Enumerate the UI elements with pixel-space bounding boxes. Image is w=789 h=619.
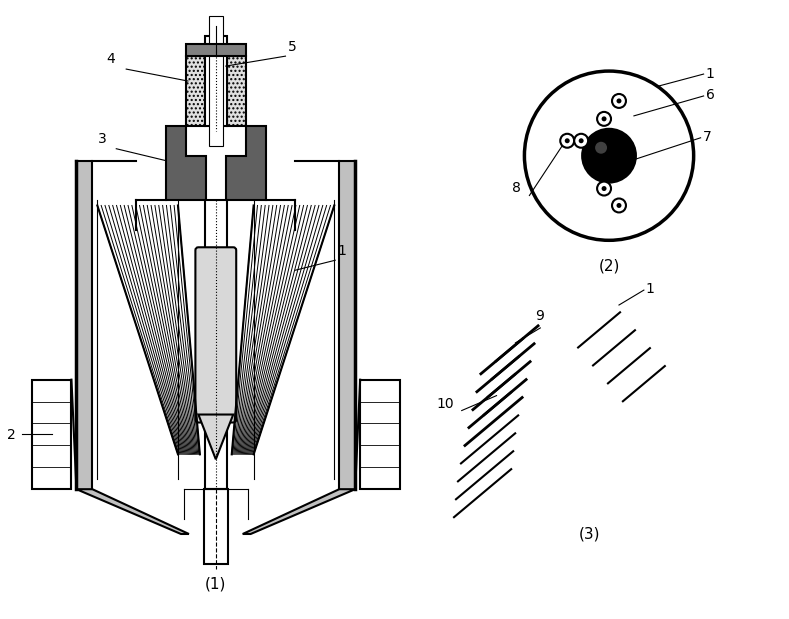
Text: 5: 5 xyxy=(287,40,296,54)
FancyBboxPatch shape xyxy=(196,247,236,423)
Text: 2: 2 xyxy=(7,428,16,443)
Bar xyxy=(204,489,228,564)
Circle shape xyxy=(595,142,607,154)
Text: 7: 7 xyxy=(703,130,712,144)
Polygon shape xyxy=(166,126,206,201)
Text: 9: 9 xyxy=(536,309,544,323)
Bar xyxy=(205,37,226,126)
Text: 1: 1 xyxy=(646,282,655,296)
Bar xyxy=(186,56,205,126)
Circle shape xyxy=(560,134,574,148)
Text: 3: 3 xyxy=(99,132,107,145)
Circle shape xyxy=(612,94,626,108)
Text: (3): (3) xyxy=(578,527,600,542)
Circle shape xyxy=(582,129,636,183)
Circle shape xyxy=(601,116,607,121)
Circle shape xyxy=(565,138,570,143)
Text: 8: 8 xyxy=(513,181,522,194)
Circle shape xyxy=(574,134,588,148)
Polygon shape xyxy=(226,126,266,201)
Circle shape xyxy=(525,71,694,240)
Circle shape xyxy=(616,203,622,208)
Polygon shape xyxy=(339,161,355,489)
Circle shape xyxy=(616,98,622,103)
Text: 1: 1 xyxy=(705,67,715,81)
Bar xyxy=(32,379,72,489)
Text: 6: 6 xyxy=(705,88,715,102)
Polygon shape xyxy=(77,161,92,489)
Text: (2): (2) xyxy=(598,258,619,273)
Bar xyxy=(186,44,245,56)
Text: (1): (1) xyxy=(205,577,226,592)
Bar xyxy=(205,201,226,489)
Polygon shape xyxy=(243,489,355,534)
Text: 4: 4 xyxy=(107,52,115,66)
Circle shape xyxy=(612,199,626,212)
Polygon shape xyxy=(198,415,234,459)
Circle shape xyxy=(597,181,611,196)
Circle shape xyxy=(601,186,607,191)
Bar xyxy=(360,379,400,489)
Circle shape xyxy=(597,112,611,126)
Text: 1: 1 xyxy=(337,245,346,258)
Text: 10: 10 xyxy=(437,397,454,410)
Circle shape xyxy=(578,138,584,143)
Polygon shape xyxy=(77,489,189,534)
Bar xyxy=(226,56,245,126)
Bar xyxy=(209,16,222,145)
